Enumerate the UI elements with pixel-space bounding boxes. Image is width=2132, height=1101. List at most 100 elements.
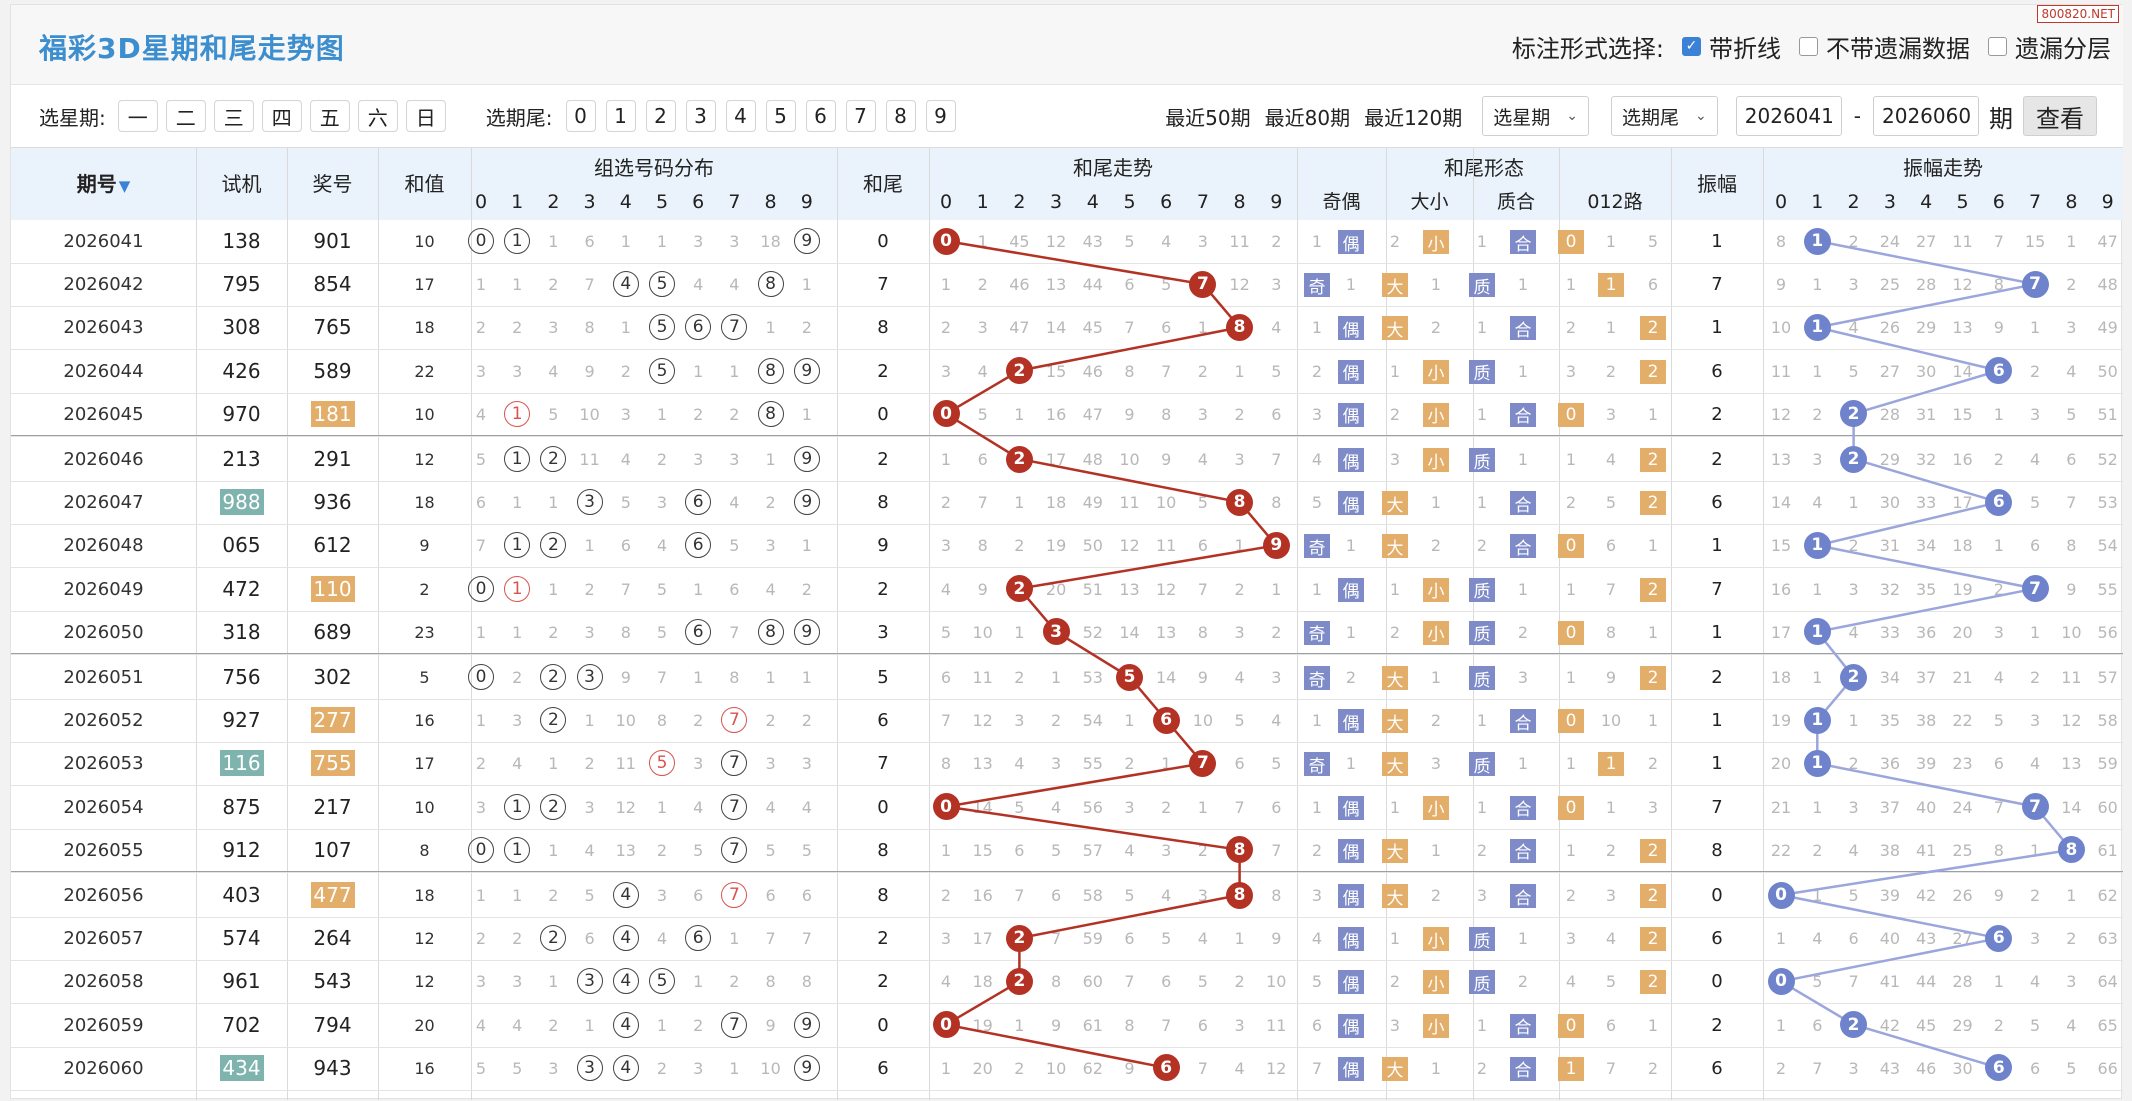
amp-trend-missing: 4 — [2066, 361, 2077, 381]
tail-trend-missing: 7 — [1161, 361, 1172, 381]
period-to-input[interactable]: 2026060 — [1873, 96, 1979, 136]
tail-button-8[interactable]: 8 — [885, 100, 916, 132]
weekday-button-5[interactable]: 五 — [309, 100, 350, 132]
table-row[interactable]: 2026060 434 943 16 5 5 3 3 4 2 3 1 10 9 6 1 20 2 10 62 9 7 4 12… — [11, 1047, 2123, 1090]
amp-trend-missing: 4 — [2066, 1015, 2077, 1035]
dist-ring: 4 — [612, 925, 639, 952]
amp-cell: 7 — [1711, 578, 1723, 600]
tail-trend-missing: 5 — [1014, 797, 1025, 817]
amp-trend-missing: 17 — [1952, 493, 1973, 513]
checkbox-checked-icon[interactable]: ✓ — [1682, 36, 1701, 56]
shape-missing: 1 — [1517, 929, 1529, 949]
tail-button-3[interactable]: 3 — [685, 100, 716, 132]
shape-tag: 奇 — [1304, 752, 1330, 777]
amp-cell: 7 — [1711, 274, 1723, 296]
tail-digit-header: 5 — [1123, 191, 1136, 213]
mode-option-layered[interactable]: 遗漏分层 — [1988, 29, 2111, 64]
tail-button-1[interactable]: 1 — [605, 100, 636, 132]
amp-trend-missing: 7 — [1812, 1058, 1823, 1078]
tail-trend-missing: 4 — [1014, 754, 1025, 774]
period-cell: 2026047 — [63, 492, 144, 514]
dist-ring: 0 — [468, 575, 494, 602]
table-row[interactable]: 2026044 426 589 22 3 3 4 9 2 5 1 1 8 9 2 3 4 15 46 8 7 2 1 5 2 偶 1… — [11, 350, 2123, 393]
shape-tag: 质 — [1469, 620, 1495, 645]
weekday-button-4[interactable]: 四 — [261, 100, 302, 132]
award-cell: 765 — [313, 315, 352, 340]
table-row[interactable]: 2026057 574 264 12 2 2 2 6 4 4 6 1 7 7 2 3 17 7 59 6 5 4 1 9 4 偶 1… — [11, 917, 2123, 960]
checkbox-icon[interactable] — [1988, 36, 2007, 56]
table-row[interactable]: 2026047 988 936 18 6 1 1 3 5 3 6 4 2 9 8 2 7 1 18 49 11 10 5 8 5… — [11, 481, 2123, 524]
shape-tag: 偶 — [1338, 577, 1364, 602]
tail-button-0[interactable]: 0 — [565, 100, 596, 132]
tail-trend-missing: 7 — [1271, 840, 1282, 860]
amp-trend-missing: 46 — [1916, 1058, 1937, 1078]
table-row[interactable]: 2026058 961 543 12 3 3 1 3 4 5 1 2 8 8 2 4 18 8 60 7 6 5 2 10 5 偶… — [11, 960, 2123, 1003]
tail-trend-ball: 6 — [1152, 1054, 1180, 1082]
weekday-button-1[interactable]: 一 — [117, 100, 158, 132]
column-divider — [287, 148, 288, 1100]
shape-tag: 偶 — [1338, 230, 1364, 255]
table-row[interactable]: 2026045 970 181 10 4 1 5 10 3 1 2 2 8 1 0 5 1 16 47 9 8 3 2 6 3 偶… — [11, 393, 2123, 436]
recent-120-link[interactable]: 最近120期 — [1364, 105, 1463, 130]
mode-option-polyline[interactable]: ✓ 带折线 — [1682, 29, 1781, 64]
shape-missing: 1 — [1430, 1058, 1442, 1078]
shape-missing: 2 — [1430, 536, 1442, 556]
tail-button-9[interactable]: 9 — [925, 100, 956, 132]
weekday-select[interactable]: 选星期 ⌄ — [1482, 96, 1590, 136]
shape-missing: 1 — [1647, 404, 1659, 424]
weekday-button-3[interactable]: 三 — [213, 100, 254, 132]
weekday-button-2[interactable]: 二 — [165, 100, 206, 132]
table-row[interactable]: 2026056 403 477 18 1 1 2 5 4 3 6 7 6 6 8 2 16 7 6 58 5 4 3 8 3 偶大… — [11, 874, 2123, 917]
tail-button-2[interactable]: 2 — [645, 100, 676, 132]
amp-trend-missing: 32 — [1879, 579, 1901, 599]
dist-missing: 10 — [579, 404, 600, 424]
query-button[interactable]: 查看 — [2023, 96, 2097, 136]
dist-ring: 5 — [649, 357, 675, 384]
row-divider — [11, 1089, 2123, 1091]
tail-trend-missing: 17 — [972, 929, 993, 949]
tail-button-4[interactable]: 4 — [725, 100, 756, 132]
dist-missing: 8 — [729, 668, 740, 687]
tail-select[interactable]: 选期尾 ⌄ — [1611, 96, 1718, 136]
tail-button-6[interactable]: 6 — [805, 100, 836, 132]
amp-trend-missing: 2 — [2066, 275, 2077, 295]
shape-missing: 1 — [1430, 668, 1442, 687]
table-row[interactable]: 2026054 875 217 10 3 1 2 3 12 1 4 7 4 4 0 14 5 4 56 3 2 1 7 6 1 偶… — [11, 786, 2123, 829]
dist-missing: 3 — [801, 754, 812, 774]
tail-trend-missing: 11 — [1119, 493, 1140, 513]
table-row[interactable]: 2026059 702 794 20 4 4 2 1 4 1 2 7 9 9 0 19 1 9 61 8 7 6 3 11 6 偶… — [11, 1004, 2123, 1047]
amp-trend-missing: 30 — [1952, 1058, 1973, 1078]
dist-missing: 1 — [475, 711, 487, 731]
tail-trend-missing: 19 — [972, 1015, 993, 1035]
tail-button-5[interactable]: 5 — [765, 100, 796, 132]
period-cell: 2026042 — [63, 274, 144, 296]
shape-tag: 偶 — [1338, 927, 1364, 952]
table-row[interactable]: 2026055 912 107 8 0 1 1 4 13 2 5 7 5 5 8 1 15 6 5 57 4 3 2 7 2 偶大… — [11, 829, 2123, 872]
weekday-button-6[interactable]: 六 — [357, 100, 398, 132]
tail-trend-missing: 3 — [1234, 1015, 1245, 1035]
table-row[interactable]: 2026042 795 854 17 1 1 2 7 4 5 4 4 8 1 7 1 2 46 13 44 6 5 12 3 奇… — [11, 263, 2123, 306]
award-cell: 107 — [313, 837, 352, 862]
mode-option-no-missing[interactable]: 不带遗漏数据 — [1799, 29, 1970, 64]
trial-cell: 795 — [222, 272, 261, 297]
checkbox-icon[interactable] — [1799, 36, 1818, 56]
weekday-button-7[interactable]: 日 — [405, 100, 446, 132]
amp-trend-missing: 60 — [2097, 797, 2118, 817]
table-row[interactable]: 2026046 213 291 12 5 1 2 11 4 2 3 3 1 9 2 1 6 17 48 10 9 4 3 7 4… — [11, 438, 2123, 481]
recent-50-link[interactable]: 最近50期 — [1165, 105, 1251, 130]
amp-trend-ball: 0 — [1767, 967, 1795, 995]
triangle-down-icon[interactable]: ▼ — [118, 177, 131, 195]
table-row[interactable]: 2026051 756 302 5 0 2 2 3 9 7 1 8 1 1 5 6 11 2 1 53 14 9 4 3 奇 2 大… — [11, 656, 2123, 699]
table-row[interactable]: 2026049 472 110 2 0 1 1 2 7 5 1 6 4 2 2 4 9 20 51 13 12 7 2 1 1 偶… — [11, 568, 2123, 611]
amp-trend-ball: 6 — [1985, 488, 2013, 516]
amp-trend-missing: 33 — [1916, 493, 1937, 513]
period-header[interactable]: 期号 ▼ — [11, 148, 196, 220]
period-from-input[interactable]: 2026041 — [1735, 96, 1842, 136]
chevron-down-icon: ⌄ — [1695, 108, 1707, 124]
amp-trend-ball: 7 — [2021, 793, 2049, 821]
period-cell: 2026045 — [63, 403, 144, 425]
recent-80-link[interactable]: 最近80期 — [1264, 105, 1351, 130]
tail-button-7[interactable]: 7 — [845, 100, 876, 132]
amp-trend-missing: 1 — [1812, 361, 1823, 381]
tail-trend-missing: 11 — [1229, 232, 1250, 251]
